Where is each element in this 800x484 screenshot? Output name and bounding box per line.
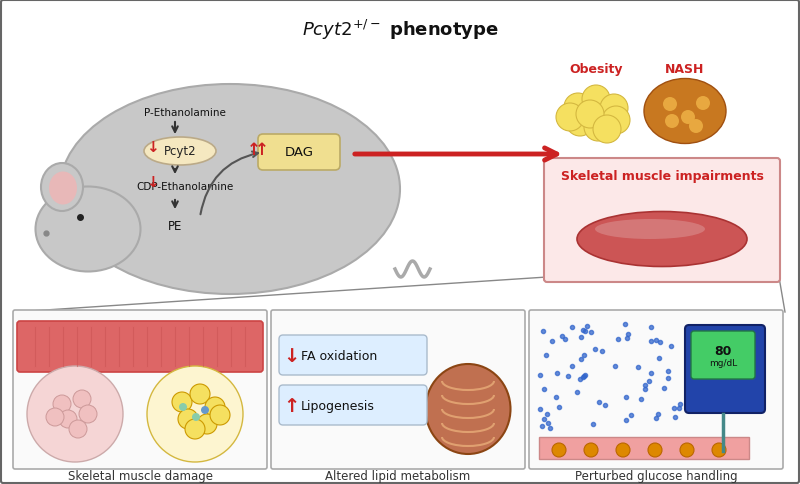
Text: Perturbed glucose handling: Perturbed glucose handling (574, 469, 738, 482)
Text: Pcyt2: Pcyt2 (164, 145, 196, 158)
Text: ↑: ↑ (255, 141, 269, 159)
Circle shape (665, 115, 679, 129)
Text: mg/dL: mg/dL (709, 359, 737, 368)
Ellipse shape (49, 172, 77, 205)
Circle shape (178, 409, 198, 429)
Circle shape (648, 443, 662, 457)
Text: $\mathit{Pcyt2}^{+/-}$ phenotype: $\mathit{Pcyt2}^{+/-}$ phenotype (302, 18, 498, 42)
Circle shape (46, 408, 64, 426)
Circle shape (680, 443, 694, 457)
Text: Skeletal muscle damage: Skeletal muscle damage (67, 469, 213, 482)
Text: CDP-Ethanolamine: CDP-Ethanolamine (136, 182, 234, 192)
Text: Skeletal muscle impairments: Skeletal muscle impairments (561, 170, 763, 182)
Circle shape (602, 107, 630, 135)
Text: Obesity: Obesity (570, 63, 622, 76)
Circle shape (696, 97, 710, 111)
Bar (539, 437, 749, 459)
Text: ↓: ↓ (283, 347, 299, 366)
Circle shape (172, 392, 192, 412)
Circle shape (556, 104, 584, 132)
Text: DAG: DAG (285, 146, 314, 159)
Circle shape (564, 94, 592, 122)
Text: NASH: NASH (666, 63, 705, 76)
Circle shape (69, 420, 87, 438)
Text: ↓: ↓ (146, 175, 158, 190)
Ellipse shape (595, 220, 705, 240)
Text: ↓: ↓ (146, 140, 158, 155)
Circle shape (53, 395, 71, 413)
Circle shape (663, 98, 677, 112)
Circle shape (593, 116, 621, 144)
Circle shape (179, 403, 187, 411)
FancyBboxPatch shape (279, 385, 427, 425)
Circle shape (689, 120, 703, 134)
Ellipse shape (144, 138, 216, 166)
Circle shape (59, 410, 77, 428)
Text: ↑: ↑ (283, 397, 299, 416)
Circle shape (576, 101, 604, 129)
Circle shape (185, 419, 205, 439)
Text: FA oxidation: FA oxidation (301, 350, 378, 363)
FancyBboxPatch shape (529, 310, 783, 469)
Circle shape (197, 414, 217, 434)
Ellipse shape (577, 212, 747, 267)
Text: PE: PE (168, 220, 182, 232)
Circle shape (201, 406, 209, 414)
Circle shape (205, 397, 225, 417)
Circle shape (73, 390, 91, 408)
Circle shape (681, 111, 695, 125)
Circle shape (192, 413, 200, 421)
FancyBboxPatch shape (17, 321, 263, 372)
Text: P-Ethanolamine: P-Ethanolamine (144, 108, 226, 118)
Circle shape (552, 443, 566, 457)
Text: ↑: ↑ (247, 141, 261, 159)
Ellipse shape (644, 79, 726, 144)
FancyBboxPatch shape (258, 135, 340, 171)
Circle shape (584, 114, 612, 142)
Circle shape (584, 443, 598, 457)
Circle shape (566, 109, 594, 136)
Text: Lipogenesis: Lipogenesis (301, 400, 375, 413)
Circle shape (147, 366, 243, 462)
FancyBboxPatch shape (279, 335, 427, 375)
Ellipse shape (60, 85, 400, 294)
Circle shape (210, 405, 230, 425)
FancyBboxPatch shape (691, 332, 755, 379)
Text: Altered lipid metabolism: Altered lipid metabolism (326, 469, 470, 482)
Ellipse shape (35, 187, 141, 272)
Circle shape (79, 405, 97, 423)
Circle shape (190, 384, 210, 404)
FancyBboxPatch shape (685, 325, 765, 413)
Circle shape (600, 95, 628, 123)
Circle shape (712, 443, 726, 457)
FancyBboxPatch shape (544, 159, 780, 283)
Ellipse shape (41, 164, 83, 212)
Circle shape (616, 443, 630, 457)
FancyBboxPatch shape (271, 310, 525, 469)
FancyBboxPatch shape (13, 310, 267, 469)
Ellipse shape (426, 364, 510, 454)
Circle shape (27, 366, 123, 462)
Circle shape (582, 86, 610, 114)
Text: 80: 80 (714, 345, 732, 358)
